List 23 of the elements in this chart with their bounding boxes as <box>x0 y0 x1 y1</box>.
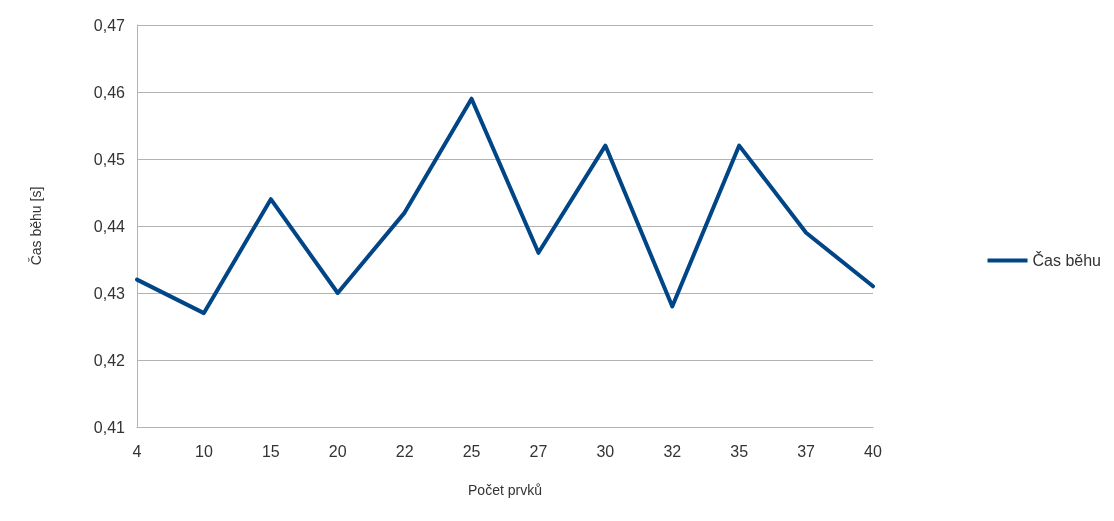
x-tick-label: 15 <box>261 442 280 460</box>
x-tick-label: 10 <box>195 442 213 460</box>
x-tick-label: 22 <box>395 442 414 460</box>
y-tick-label: 0,46 <box>93 83 126 101</box>
y-axis-title: Čas běhu [s] <box>28 186 44 266</box>
x-tick-label: 27 <box>529 442 548 460</box>
y-tick-label: 0,41 <box>93 418 126 436</box>
y-tick-label: 0,45 <box>93 150 126 168</box>
y-tick-label: 0,42 <box>93 351 126 369</box>
y-tick-label: 0,47 <box>93 16 126 34</box>
x-tick-label: 20 <box>328 442 347 460</box>
legend-label: Čas běhu <box>1032 251 1102 269</box>
x-tick-label: 40 <box>864 442 882 460</box>
x-tick-label: 32 <box>663 442 682 460</box>
x-tick-label: 37 <box>797 442 816 460</box>
x-tick-label: 4 <box>132 442 142 460</box>
x-tick-label: 30 <box>596 442 615 460</box>
x-tick-label: 25 <box>462 442 481 460</box>
y-tick-label: 0,43 <box>93 284 126 302</box>
x-axis-title: Počet prvků <box>468 482 542 498</box>
x-tick-label: 35 <box>730 442 749 460</box>
line-series <box>135 96 875 316</box>
y-tick-label: 0,44 <box>93 217 126 235</box>
